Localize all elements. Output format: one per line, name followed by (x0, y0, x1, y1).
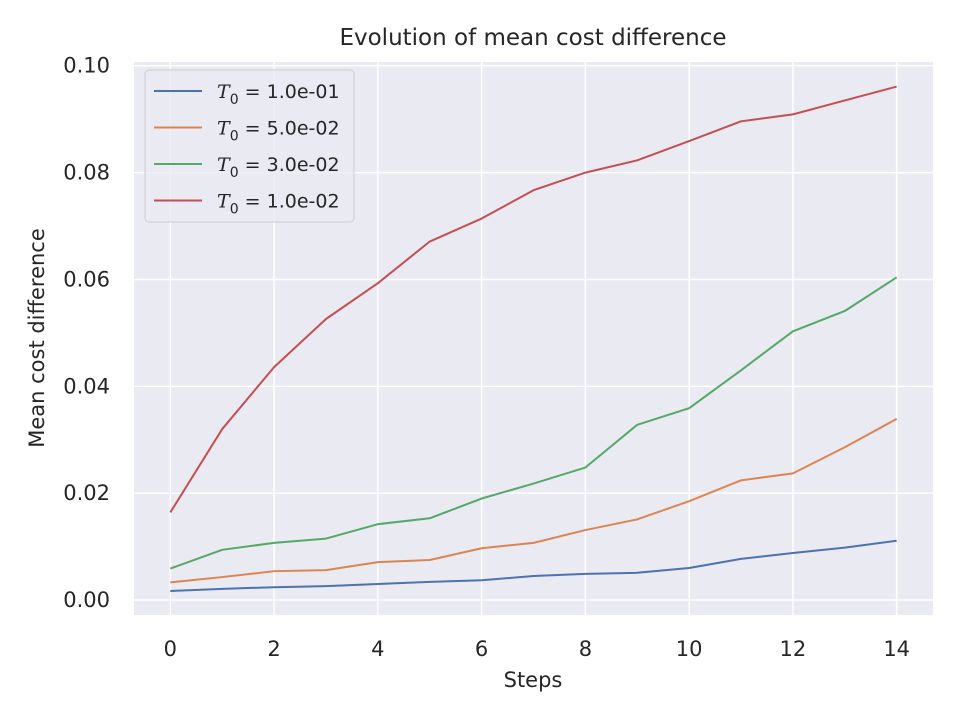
legend-box (144, 69, 355, 223)
y-tick-label: 0.06 (63, 267, 110, 291)
x-tick-label: 0 (164, 637, 177, 661)
x-tick-label: 2 (267, 637, 280, 661)
x-tick-label: 4 (371, 637, 384, 661)
series-line-3 (169, 276, 898, 570)
legend-label: T0 = 1.0e-01 (217, 81, 340, 108)
legend: T0 = 1.0e-01 T0 = 5.0e-02 T0 = 3.0e-02 T0 =… (144, 69, 355, 223)
legend-label: T0 = 5.0e-02 (217, 118, 340, 145)
grid (134, 62, 933, 615)
legend-label: T0 = 1.0e-02 (217, 191, 340, 218)
x-tick-label: 10 (676, 637, 703, 661)
series-line-2 (170, 418, 898, 584)
series-line-4 (169, 85, 897, 513)
series-line-1 (170, 539, 897, 592)
series-lines (169, 85, 898, 592)
x-tick-labels: 0 2 4 6 8 10 12 14 (164, 637, 910, 661)
x-tick-label: 14 (883, 637, 910, 661)
x-tick-label: 6 (475, 637, 488, 661)
x-tick-label: 8 (579, 637, 592, 661)
y-tick-label: 0.02 (63, 481, 110, 505)
y-tick-labels: 0.00 0.02 0.04 0.06 0.08 0.10 (63, 54, 110, 612)
legend-label: T0 = 3.0e-02 (217, 154, 340, 181)
y-tick-label: 0.08 (63, 161, 110, 185)
x-axis-label: Steps (504, 668, 563, 692)
y-axis-label: Mean cost difference (25, 228, 49, 448)
x-tick-label: 12 (780, 637, 807, 661)
y-tick-label: 0.00 (63, 588, 110, 612)
y-tick-label: 0.10 (63, 54, 110, 78)
chart-title: Evolution of mean cost difference (339, 25, 726, 51)
y-tick-label: 0.04 (63, 374, 110, 398)
